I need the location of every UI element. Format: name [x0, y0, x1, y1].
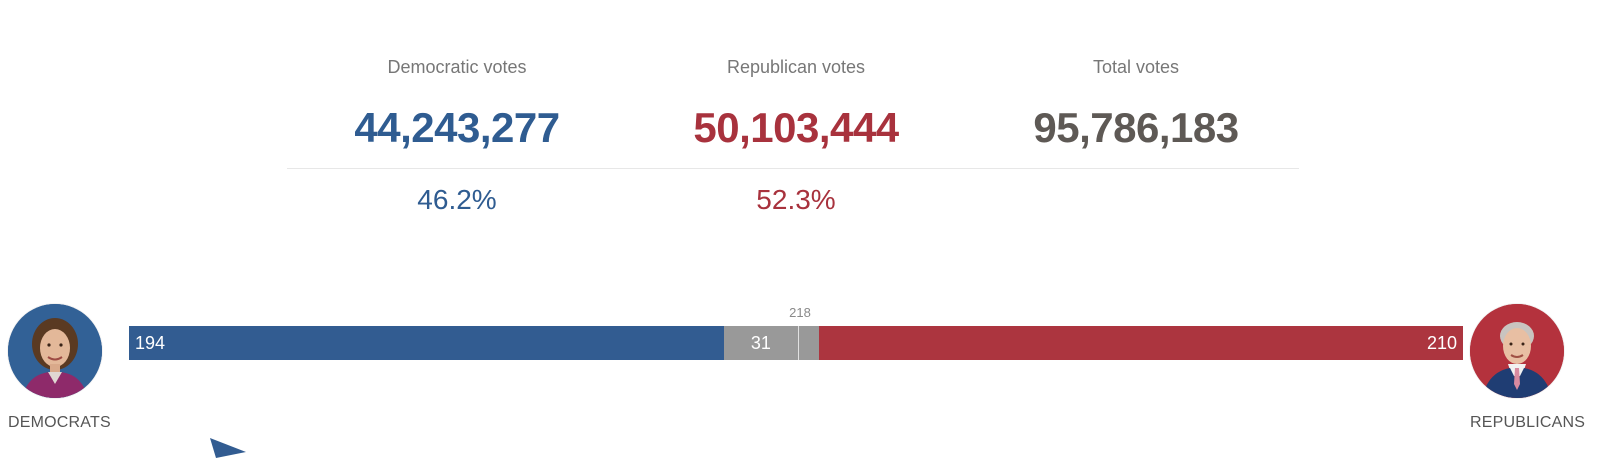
democratic-votes-label: Democratic votes: [387, 57, 527, 77]
republican-seats-count: 210: [1426, 333, 1457, 353]
republicans-label: REPUBLICANS: [1470, 414, 1586, 431]
democratic-vote-percent: 46.2%: [417, 184, 497, 215]
total-votes-label: Total votes: [1092, 57, 1180, 77]
total-votes-count: 95,786,183: [1033, 104, 1239, 151]
republican-votes-label: Republican votes: [726, 57, 866, 77]
democrat-seats-count: 194: [135, 333, 166, 353]
majority-threshold-label: 218: [789, 305, 811, 320]
republican-seats-segment[interactable]: 210: [819, 326, 1463, 360]
republican-leader-avatar[interactable]: [1470, 304, 1564, 398]
seat-bar: 194 31 210: [129, 326, 1463, 360]
mccarthy-portrait-icon: [1470, 304, 1564, 398]
republican-votes-count: 50,103,444: [693, 104, 899, 151]
undecided-seats-segment[interactable]: 31: [723, 326, 819, 360]
vote-counts-row: Democratic votes 44,243,277 Republican v…: [287, 0, 1299, 169]
democratic-votes-count: 44,243,277: [354, 104, 560, 151]
house-seats-bar: DEMOCRATS 218 194 31 210: [0, 290, 1600, 458]
majority-line: [797, 326, 799, 360]
pelosi-portrait-icon: [8, 304, 102, 398]
undecided-seats-count: 31: [750, 333, 771, 353]
democrats-label: DEMOCRATS: [8, 414, 111, 431]
democrat-seats-segment[interactable]: 194: [129, 326, 724, 360]
republican-vote-percent: 52.3%: [756, 184, 836, 215]
vote-totals: Democratic votes 44,243,277 Republican v…: [287, 0, 1299, 240]
democrat-leader-avatar[interactable]: [8, 304, 102, 398]
pointer-arrow-icon: [210, 438, 246, 458]
